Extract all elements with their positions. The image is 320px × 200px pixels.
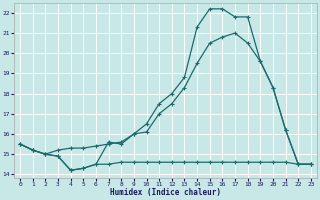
X-axis label: Humidex (Indice chaleur): Humidex (Indice chaleur) (110, 188, 221, 197)
